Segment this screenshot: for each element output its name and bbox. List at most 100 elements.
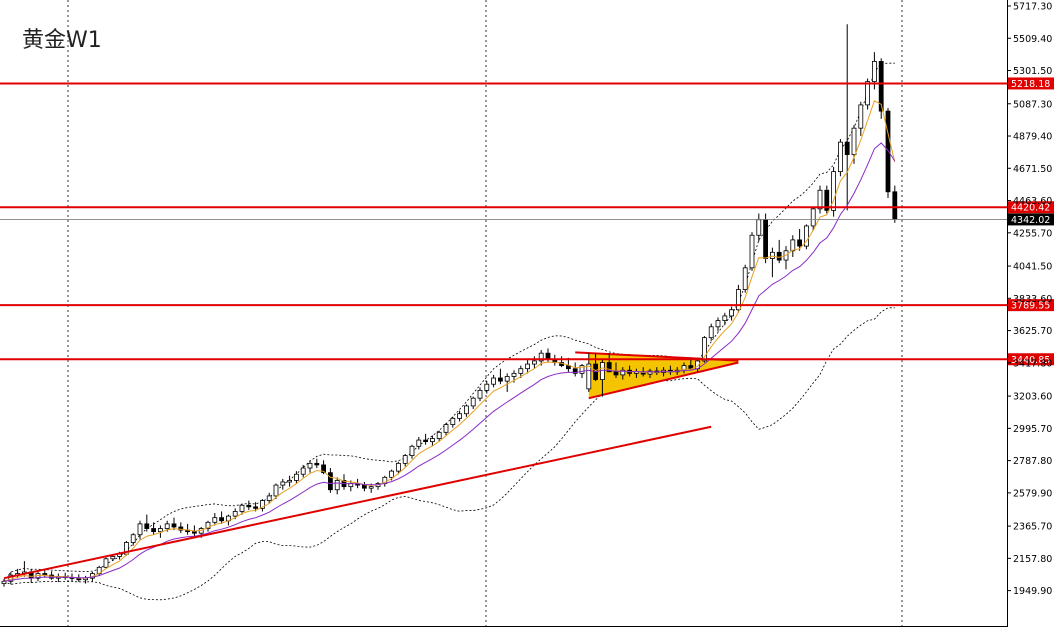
candle-body-85 [579, 365, 585, 374]
candle-body-124 [844, 141, 850, 155]
price-tick-label-9: 3833.60 [1013, 294, 1052, 305]
candle-body-70 [477, 390, 483, 399]
chart-title: 黄金W1 [22, 28, 102, 53]
candle-body-105 [715, 320, 721, 328]
candle-body-84 [572, 368, 578, 374]
candle-body-36 [246, 504, 252, 508]
price-tick-label-17: 2157.80 [1013, 554, 1052, 565]
candle-body-71 [484, 383, 490, 391]
level-label-1: 4420.42 [1011, 203, 1050, 214]
candle-body-25 [171, 523, 177, 528]
level-label-box-0 [1008, 77, 1054, 90]
candle-body-73 [497, 377, 503, 382]
candle-body-77 [525, 363, 530, 370]
candle-body-69 [470, 397, 476, 407]
price-tick-label-3: 5087.30 [1013, 99, 1052, 110]
candle-body-75 [511, 372, 517, 377]
candle-body-107 [729, 309, 734, 317]
price-tick-label-4: 4879.40 [1013, 132, 1052, 143]
candle-body-32 [219, 517, 225, 522]
price-tick-label-16: 2365.70 [1013, 522, 1052, 533]
candle-body-129 [878, 61, 884, 112]
candle-body-49 [334, 480, 340, 491]
candle-body-39 [266, 495, 272, 501]
candle-body-23 [157, 528, 163, 533]
candle-body-78 [532, 360, 537, 365]
ma-slow-line [3, 142, 896, 582]
candle-body-42 [287, 480, 293, 483]
price-tick-label-2: 5301.50 [1013, 66, 1052, 77]
candles-layer [1, 24, 898, 587]
level-label-3: 3440.85 [1011, 355, 1050, 366]
candle-body-123 [838, 141, 843, 173]
candle-body-74 [504, 376, 510, 382]
candle-body-62 [423, 439, 429, 443]
candle-body-127 [865, 81, 870, 106]
moving-averages-layer [3, 100, 896, 582]
candle-body-111 [756, 219, 762, 236]
candle-body-67 [457, 413, 463, 419]
price-tick-label-12: 3203.60 [1013, 392, 1052, 403]
trendline-layer [3, 425, 712, 580]
bollinger-upper-band [3, 62, 895, 582]
candle-body-31 [212, 517, 218, 523]
candle-body-121 [824, 189, 830, 211]
candle-body-91 [620, 369, 626, 376]
price-tick-label-15: 2579.90 [1013, 488, 1052, 499]
candle-body-44 [300, 467, 306, 475]
candle-body-16 [110, 556, 116, 560]
candle-body-117 [797, 239, 802, 247]
candle-body-90 [613, 371, 619, 376]
candle-body-65 [443, 424, 449, 433]
candle-body-104 [708, 326, 714, 339]
candle-body-26 [178, 526, 184, 531]
candle-body-38 [259, 500, 265, 509]
candle-body-46 [314, 462, 320, 466]
candle-body-54 [368, 486, 374, 489]
candle-body-64 [436, 431, 442, 439]
candle-body-61 [416, 439, 422, 447]
price-tick-label-10: 3625.70 [1013, 326, 1052, 337]
candle-body-48 [327, 472, 333, 491]
candle-body-106 [722, 315, 728, 321]
candle-body-53 [361, 484, 367, 489]
bollinger-bands-layer [3, 62, 895, 601]
candle-body-119 [810, 208, 816, 227]
candle-body-76 [518, 368, 524, 374]
candle-body-41 [280, 481, 286, 486]
candle-body-34 [232, 511, 238, 517]
candle-body-126 [858, 104, 864, 129]
candle-body-60 [409, 445, 415, 456]
triangle-lower-line [588, 361, 739, 400]
candle-body-15 [103, 558, 109, 568]
level-label-box-3 [1008, 353, 1054, 366]
candle-body-40 [273, 484, 279, 497]
candle-body-86 [586, 363, 592, 390]
candle-body-63 [429, 438, 435, 443]
candle-body-131 [892, 191, 898, 220]
candle-body-79 [538, 352, 544, 362]
candle-body-22 [151, 528, 157, 533]
candle-body-112 [763, 219, 768, 259]
candle-body-43 [293, 473, 299, 481]
candle-body-24 [164, 523, 170, 529]
candle-body-66 [450, 417, 456, 425]
current-price-label: 4342.02 [1011, 215, 1050, 226]
candle-body-103 [702, 337, 707, 362]
bollinger-lower-band [3, 307, 895, 601]
price-tick-label-8: 4041.50 [1013, 262, 1052, 273]
candle-body-110 [749, 234, 755, 269]
candle-body-57 [389, 470, 395, 478]
candle-body-30 [205, 521, 211, 529]
candle-body-120 [817, 189, 823, 210]
candle-body-109 [742, 267, 748, 290]
price-tick-label-7: 4255.70 [1013, 228, 1052, 239]
candle-body-114 [776, 251, 782, 261]
candle-body-45 [307, 462, 313, 469]
price-tick-label-18: 1949.90 [1013, 586, 1052, 597]
candle-body-35 [239, 504, 245, 512]
candle-body-130 [885, 110, 891, 193]
price-tick-label-1: 5509.40 [1013, 34, 1052, 45]
